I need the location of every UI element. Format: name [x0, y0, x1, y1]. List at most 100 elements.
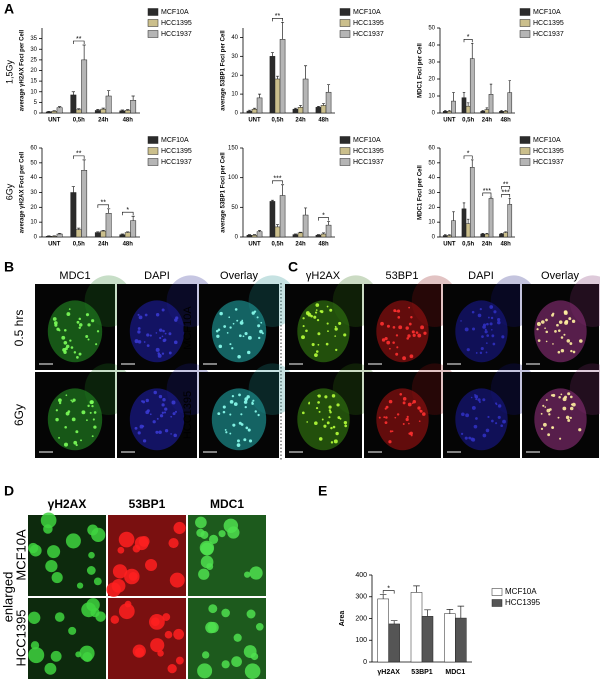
focus	[55, 417, 59, 422]
column-header: MDC1	[59, 270, 90, 282]
significance-label: *	[322, 212, 325, 219]
focus	[239, 321, 244, 325]
legend-swatch	[147, 30, 159, 38]
focus	[500, 424, 504, 428]
x-tick-label: 53BP1	[411, 669, 433, 676]
x-tick-label: 0,5h	[271, 118, 283, 124]
legend-label: HCC1937	[161, 159, 192, 166]
focus	[556, 323, 559, 327]
focus	[223, 325, 227, 328]
focus	[86, 566, 96, 575]
focus	[255, 622, 264, 631]
focus	[197, 663, 213, 679]
focus	[475, 352, 478, 354]
error-bar	[52, 110, 56, 112]
focus	[545, 340, 548, 343]
x-tick-label: 0,5h	[271, 242, 283, 248]
focus	[385, 405, 389, 409]
focus	[155, 332, 158, 334]
focus	[93, 411, 97, 414]
focus	[161, 403, 165, 407]
focus	[247, 350, 251, 355]
focus	[407, 334, 411, 338]
y-tick-label: 20	[428, 205, 435, 211]
focus	[557, 416, 560, 419]
focus	[245, 426, 249, 430]
focus	[168, 332, 172, 336]
focus	[30, 641, 40, 650]
focus	[461, 412, 465, 417]
focus	[92, 418, 95, 421]
focus	[85, 313, 90, 317]
focus	[407, 402, 412, 407]
focus	[223, 518, 239, 533]
focus	[560, 393, 563, 396]
column-header: Overlay	[220, 270, 258, 282]
bar	[325, 91, 332, 114]
focus	[405, 417, 409, 422]
focus	[378, 416, 381, 419]
focus	[318, 437, 323, 441]
y-tick-label: 60	[428, 146, 435, 152]
error-bar	[444, 110, 447, 112]
y-axis-label: average 53BP1 Foci per Cell	[221, 152, 227, 233]
focus	[89, 411, 92, 414]
focus	[248, 439, 253, 443]
x-tick-label: 24h	[98, 242, 109, 248]
focus	[381, 338, 386, 342]
bar	[315, 234, 322, 238]
focus	[406, 415, 409, 418]
column-header: 53BP1	[385, 270, 418, 282]
focus	[559, 437, 562, 440]
focus	[47, 545, 61, 559]
error-bar	[126, 231, 130, 233]
focus	[552, 312, 555, 315]
bar	[81, 170, 88, 238]
focus	[501, 335, 505, 339]
significance-bracket	[463, 155, 473, 159]
focus	[410, 434, 413, 437]
focus	[339, 417, 342, 420]
significance-label: **	[503, 181, 509, 188]
focus	[335, 431, 339, 436]
x-tick-label: 48h	[123, 242, 134, 248]
focus	[159, 336, 162, 340]
y-tick-label: 300	[355, 594, 367, 601]
legend-swatch	[339, 158, 351, 166]
error-bar	[120, 233, 124, 235]
focus	[317, 401, 320, 404]
focus	[141, 400, 144, 403]
error-bar	[466, 102, 470, 107]
x-tick-label: 24h	[295, 118, 306, 124]
focus	[240, 413, 243, 416]
error-bar	[298, 105, 303, 108]
cell-line-label: HCC1395	[182, 391, 194, 439]
focus	[145, 398, 149, 403]
focus	[579, 339, 583, 343]
focus	[91, 319, 95, 323]
focus	[486, 334, 490, 337]
focus	[419, 409, 423, 413]
bar	[488, 94, 494, 114]
panel-letter: C	[288, 259, 298, 275]
bar	[251, 108, 258, 114]
focus	[164, 407, 168, 411]
legend-label: MCF10A	[533, 137, 561, 144]
focus	[231, 656, 242, 668]
bar	[45, 111, 52, 114]
bar	[410, 592, 423, 663]
focus	[460, 320, 462, 322]
focus	[78, 352, 82, 356]
legend-label: MCF10A	[161, 9, 189, 16]
focus	[314, 421, 318, 425]
focus	[560, 349, 565, 353]
focus	[301, 335, 305, 340]
error-bar	[321, 232, 326, 235]
y-tick-label: 20	[231, 73, 238, 79]
focus	[88, 551, 95, 559]
error-bar	[485, 232, 489, 235]
focus	[75, 430, 79, 434]
focus	[71, 400, 74, 403]
focus	[328, 416, 331, 419]
focus	[310, 314, 313, 318]
